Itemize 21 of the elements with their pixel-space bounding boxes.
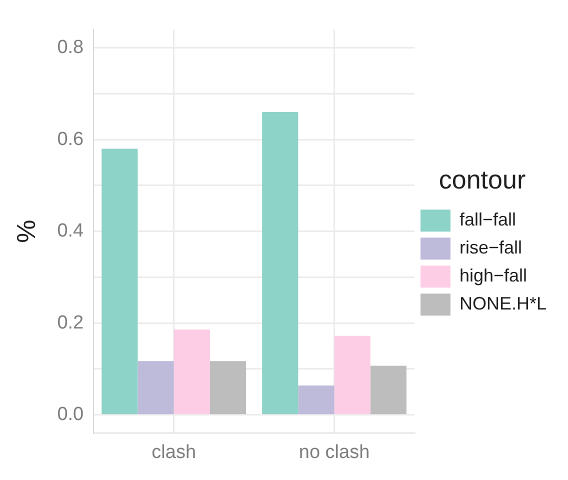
- y-tick-label: 0.8: [57, 36, 84, 58]
- legend-label: NONE.H*L: [460, 294, 547, 314]
- bar: [262, 112, 298, 414]
- bar: [334, 336, 370, 414]
- bar: [210, 361, 246, 414]
- bar: [370, 366, 406, 414]
- x-tick-label: clash: [152, 442, 196, 463]
- y-tick-label: 0.4: [57, 220, 84, 242]
- legend-label: rise−fall: [460, 238, 522, 258]
- bar: [298, 385, 334, 414]
- bar: [102, 148, 138, 414]
- bar: [174, 329, 210, 414]
- legend-label: fall−fall: [460, 210, 516, 230]
- legend-label: high−fall: [460, 266, 528, 286]
- legend-title: contour: [438, 164, 526, 195]
- y-axis-title: %: [10, 220, 41, 243]
- y-tick-label: 0.6: [57, 128, 84, 150]
- bar: [138, 361, 174, 414]
- y-tick-label: 0.0: [57, 404, 84, 426]
- x-tick-label: no clash: [298, 442, 370, 463]
- y-tick-label: 0.2: [57, 312, 84, 334]
